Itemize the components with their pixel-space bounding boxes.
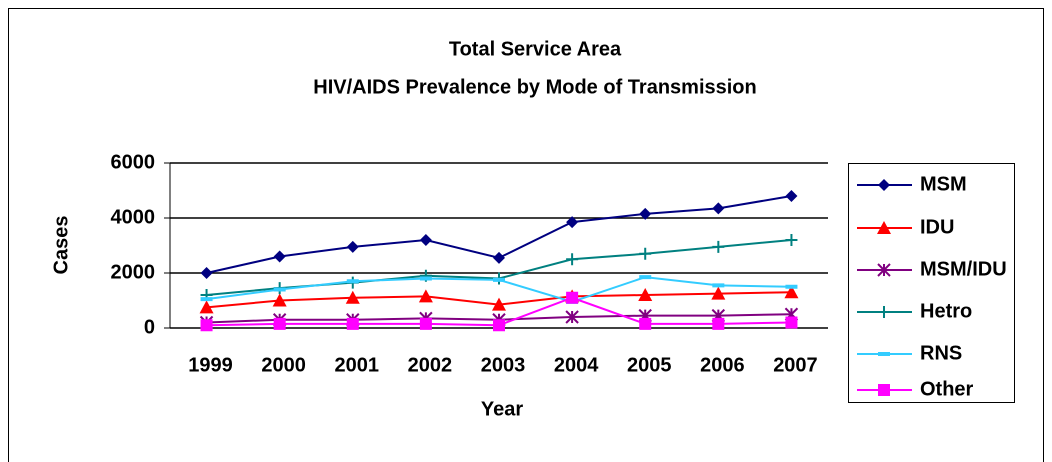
x-tick-label: 2005: [627, 354, 672, 376]
data-point: [492, 297, 506, 311]
data-point: [565, 310, 579, 324]
y-tick-label: 0: [144, 316, 155, 338]
data-point: [346, 240, 359, 253]
data-point: [566, 216, 579, 229]
y-axis-label: Cases: [50, 216, 72, 275]
data-point: [638, 288, 653, 301]
legend-label: IDU: [920, 216, 954, 238]
legend-label: Other: [920, 378, 974, 400]
data-point: [273, 287, 286, 292]
legend-label: MSM: [920, 173, 967, 195]
data-point: [639, 207, 652, 220]
data-point: [419, 317, 432, 330]
legend-marker: [878, 306, 890, 318]
data-point: [493, 251, 505, 264]
x-axis-label: Year: [481, 398, 523, 420]
data-point: [784, 285, 799, 299]
chart-title: Total Service Area: [449, 38, 622, 60]
y-tick-label: 6000: [111, 151, 156, 173]
data-point: [712, 202, 725, 215]
data-point: [711, 286, 726, 300]
data-point: [418, 289, 433, 303]
legend-marker: [878, 352, 890, 356]
x-tick-label: 2001: [335, 354, 380, 376]
data-point: [493, 277, 505, 282]
data-point: [346, 317, 359, 330]
data-point: [712, 317, 725, 330]
data-point: [273, 250, 286, 263]
data-point: [639, 275, 652, 280]
data-point: [272, 293, 287, 307]
legend-marker: [878, 384, 890, 396]
legend-label: Hetro: [920, 300, 972, 322]
legend-label: RNS: [920, 342, 962, 364]
x-tick-label: 2007: [773, 354, 818, 376]
data-point: [785, 234, 798, 246]
data-point: [345, 290, 360, 304]
x-tick-label: 1999: [188, 354, 233, 376]
chart-subtitle: HIV/AIDS Prevalence by Mode of Transmiss…: [313, 76, 756, 98]
x-tick-label: 2000: [261, 354, 306, 376]
data-point: [419, 234, 432, 246]
data-point: [785, 316, 798, 329]
y-tick-label: 4000: [111, 206, 156, 228]
x-tick-label: 2006: [700, 354, 745, 376]
x-tick-label: 2004: [554, 354, 599, 376]
legend-marker: [878, 179, 890, 191]
data-point: [639, 247, 652, 260]
data-point: [273, 317, 286, 330]
legend-label: MSM/IDU: [920, 258, 1007, 280]
data-point: [639, 317, 652, 330]
data-point: [712, 240, 725, 253]
y-tick-label: 2000: [111, 261, 156, 283]
data-point: [566, 291, 579, 304]
data-point: [200, 267, 213, 279]
x-tick-label: 2003: [481, 354, 526, 376]
data-point: [712, 283, 725, 288]
x-tick-label: 2002: [408, 354, 453, 376]
data-point: [346, 279, 359, 284]
data-point: [200, 297, 213, 302]
data-point: [493, 319, 505, 332]
legend-box: [848, 163, 1015, 403]
data-point: [785, 190, 798, 202]
legend-marker: [877, 221, 891, 234]
data-point: [419, 276, 432, 281]
data-point: [199, 300, 214, 314]
data-point: [785, 284, 798, 289]
legend-marker: [877, 263, 891, 277]
data-point: [200, 319, 213, 332]
data-point: [566, 253, 579, 266]
